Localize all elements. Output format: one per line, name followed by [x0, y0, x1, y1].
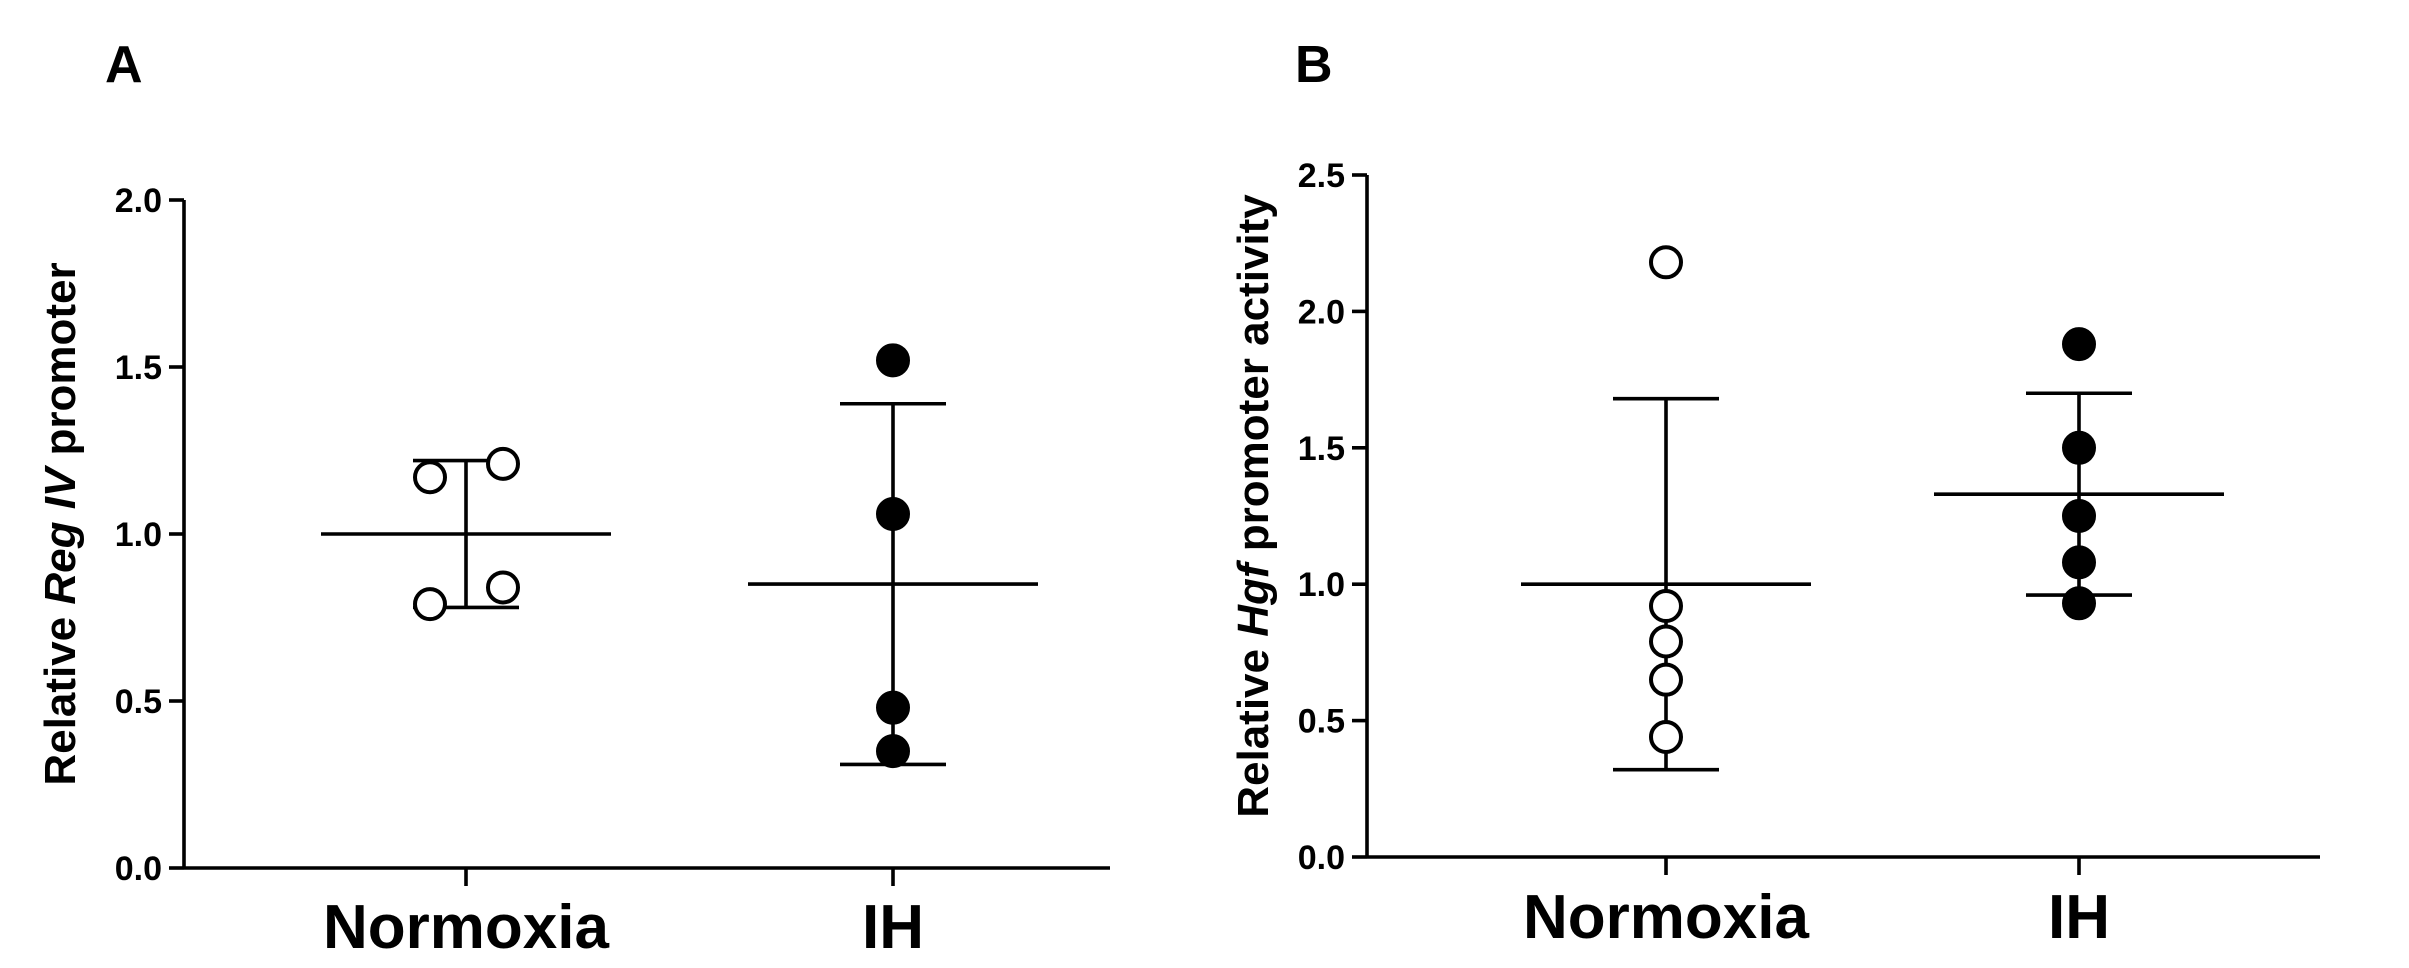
panel-a-y-tick-label: 0.0	[115, 850, 162, 888]
panel-a-normoxia-data-point	[486, 446, 520, 481]
panel-a-normoxia-data-point	[413, 460, 447, 495]
panel-b-ih-data-point	[2062, 430, 2096, 465]
panel-a-y-tick-label: 1.5	[115, 349, 162, 387]
panel-b-ih-data-point	[2062, 586, 2096, 621]
panel-b-ih-data-point	[2062, 545, 2096, 580]
panel-a-y-axis-title-prefix: Relative	[36, 605, 85, 786]
panel-b-y-axis-title-suffix: promoter activity	[1229, 194, 1278, 564]
panel-a-y-axis-title: Relative Reg IV promoter	[36, 262, 85, 785]
panel-a-ih-data-point	[876, 690, 910, 725]
panel-a-letter: A	[105, 36, 143, 94]
panel-a-y-axis-title-gene: Reg IV	[36, 464, 85, 605]
panel-b-y-tick-label: 0.5	[1298, 703, 1345, 741]
panel-a: A 0.0 0.5 1.0 1.5 2.0 Normoxia IH Relative Reg …	[36, 36, 1110, 962]
panel-b-letter: B	[1295, 36, 1333, 94]
panel-b-normoxia-data-point	[1649, 719, 1683, 754]
panel-b-ih-data-point	[2062, 499, 2096, 533]
panel-b-normoxia-data-point	[1649, 662, 1683, 697]
panel-a-y-axis-title-suffix: promoter	[36, 262, 85, 467]
panel-a-ih-data-point	[876, 343, 910, 378]
panel-b-normoxia-data-point	[1649, 624, 1683, 659]
panel-a-y-tick-label: 0.5	[115, 683, 162, 721]
panel-b-y-tick-label: 1.0	[1298, 566, 1345, 604]
panel-a-ih-data-point	[876, 734, 910, 769]
panel-b-y-axis-title: Relative Hgf promoter activity	[1229, 194, 1278, 818]
panel-b: B 0.0 0.5 1.0 1.5 2.0 2.5 Normoxia IH Relative H…	[1229, 36, 2320, 952]
panel-b-y-tick-label: 2.0	[1298, 293, 1345, 331]
panel-b-y-axis-title-gene: Hgf	[1229, 559, 1278, 637]
panel-a-category-label: Normoxia	[323, 893, 609, 962]
panel-b-category-label: IH	[2048, 883, 2110, 952]
panel-b-category-label: Normoxia	[1523, 883, 1809, 952]
panel-a-ih-data-point	[876, 496, 910, 531]
panel-b-normoxia-data-point	[1649, 245, 1683, 280]
panel-a-normoxia-data-point	[486, 570, 520, 605]
panel-a-normoxia-data-point	[413, 587, 447, 622]
panel-a-plot: 0.0 0.5 1.0 1.5 2.0 Normoxia IH Relative Reg IV…	[36, 182, 1110, 962]
panel-a-y-tick-label: 2.0	[115, 182, 162, 220]
panel-b-plot: 0.0 0.5 1.0 1.5 2.0 2.5 Normoxia IH Relative Hgf…	[1229, 157, 2320, 952]
panel-b-y-tick-label: 2.5	[1298, 157, 1345, 195]
panel-b-normoxia-data-point	[1649, 589, 1683, 624]
panel-b-y-tick-label: 0.0	[1298, 839, 1345, 877]
panel-b-y-tick-label: 1.5	[1298, 430, 1345, 468]
panel-a-category-label: IH	[862, 893, 924, 962]
panel-b-ih-data-point	[2062, 327, 2096, 362]
panel-a-y-tick-label: 1.0	[115, 516, 162, 554]
panel-b-y-axis-title-prefix: Relative	[1229, 637, 1278, 818]
